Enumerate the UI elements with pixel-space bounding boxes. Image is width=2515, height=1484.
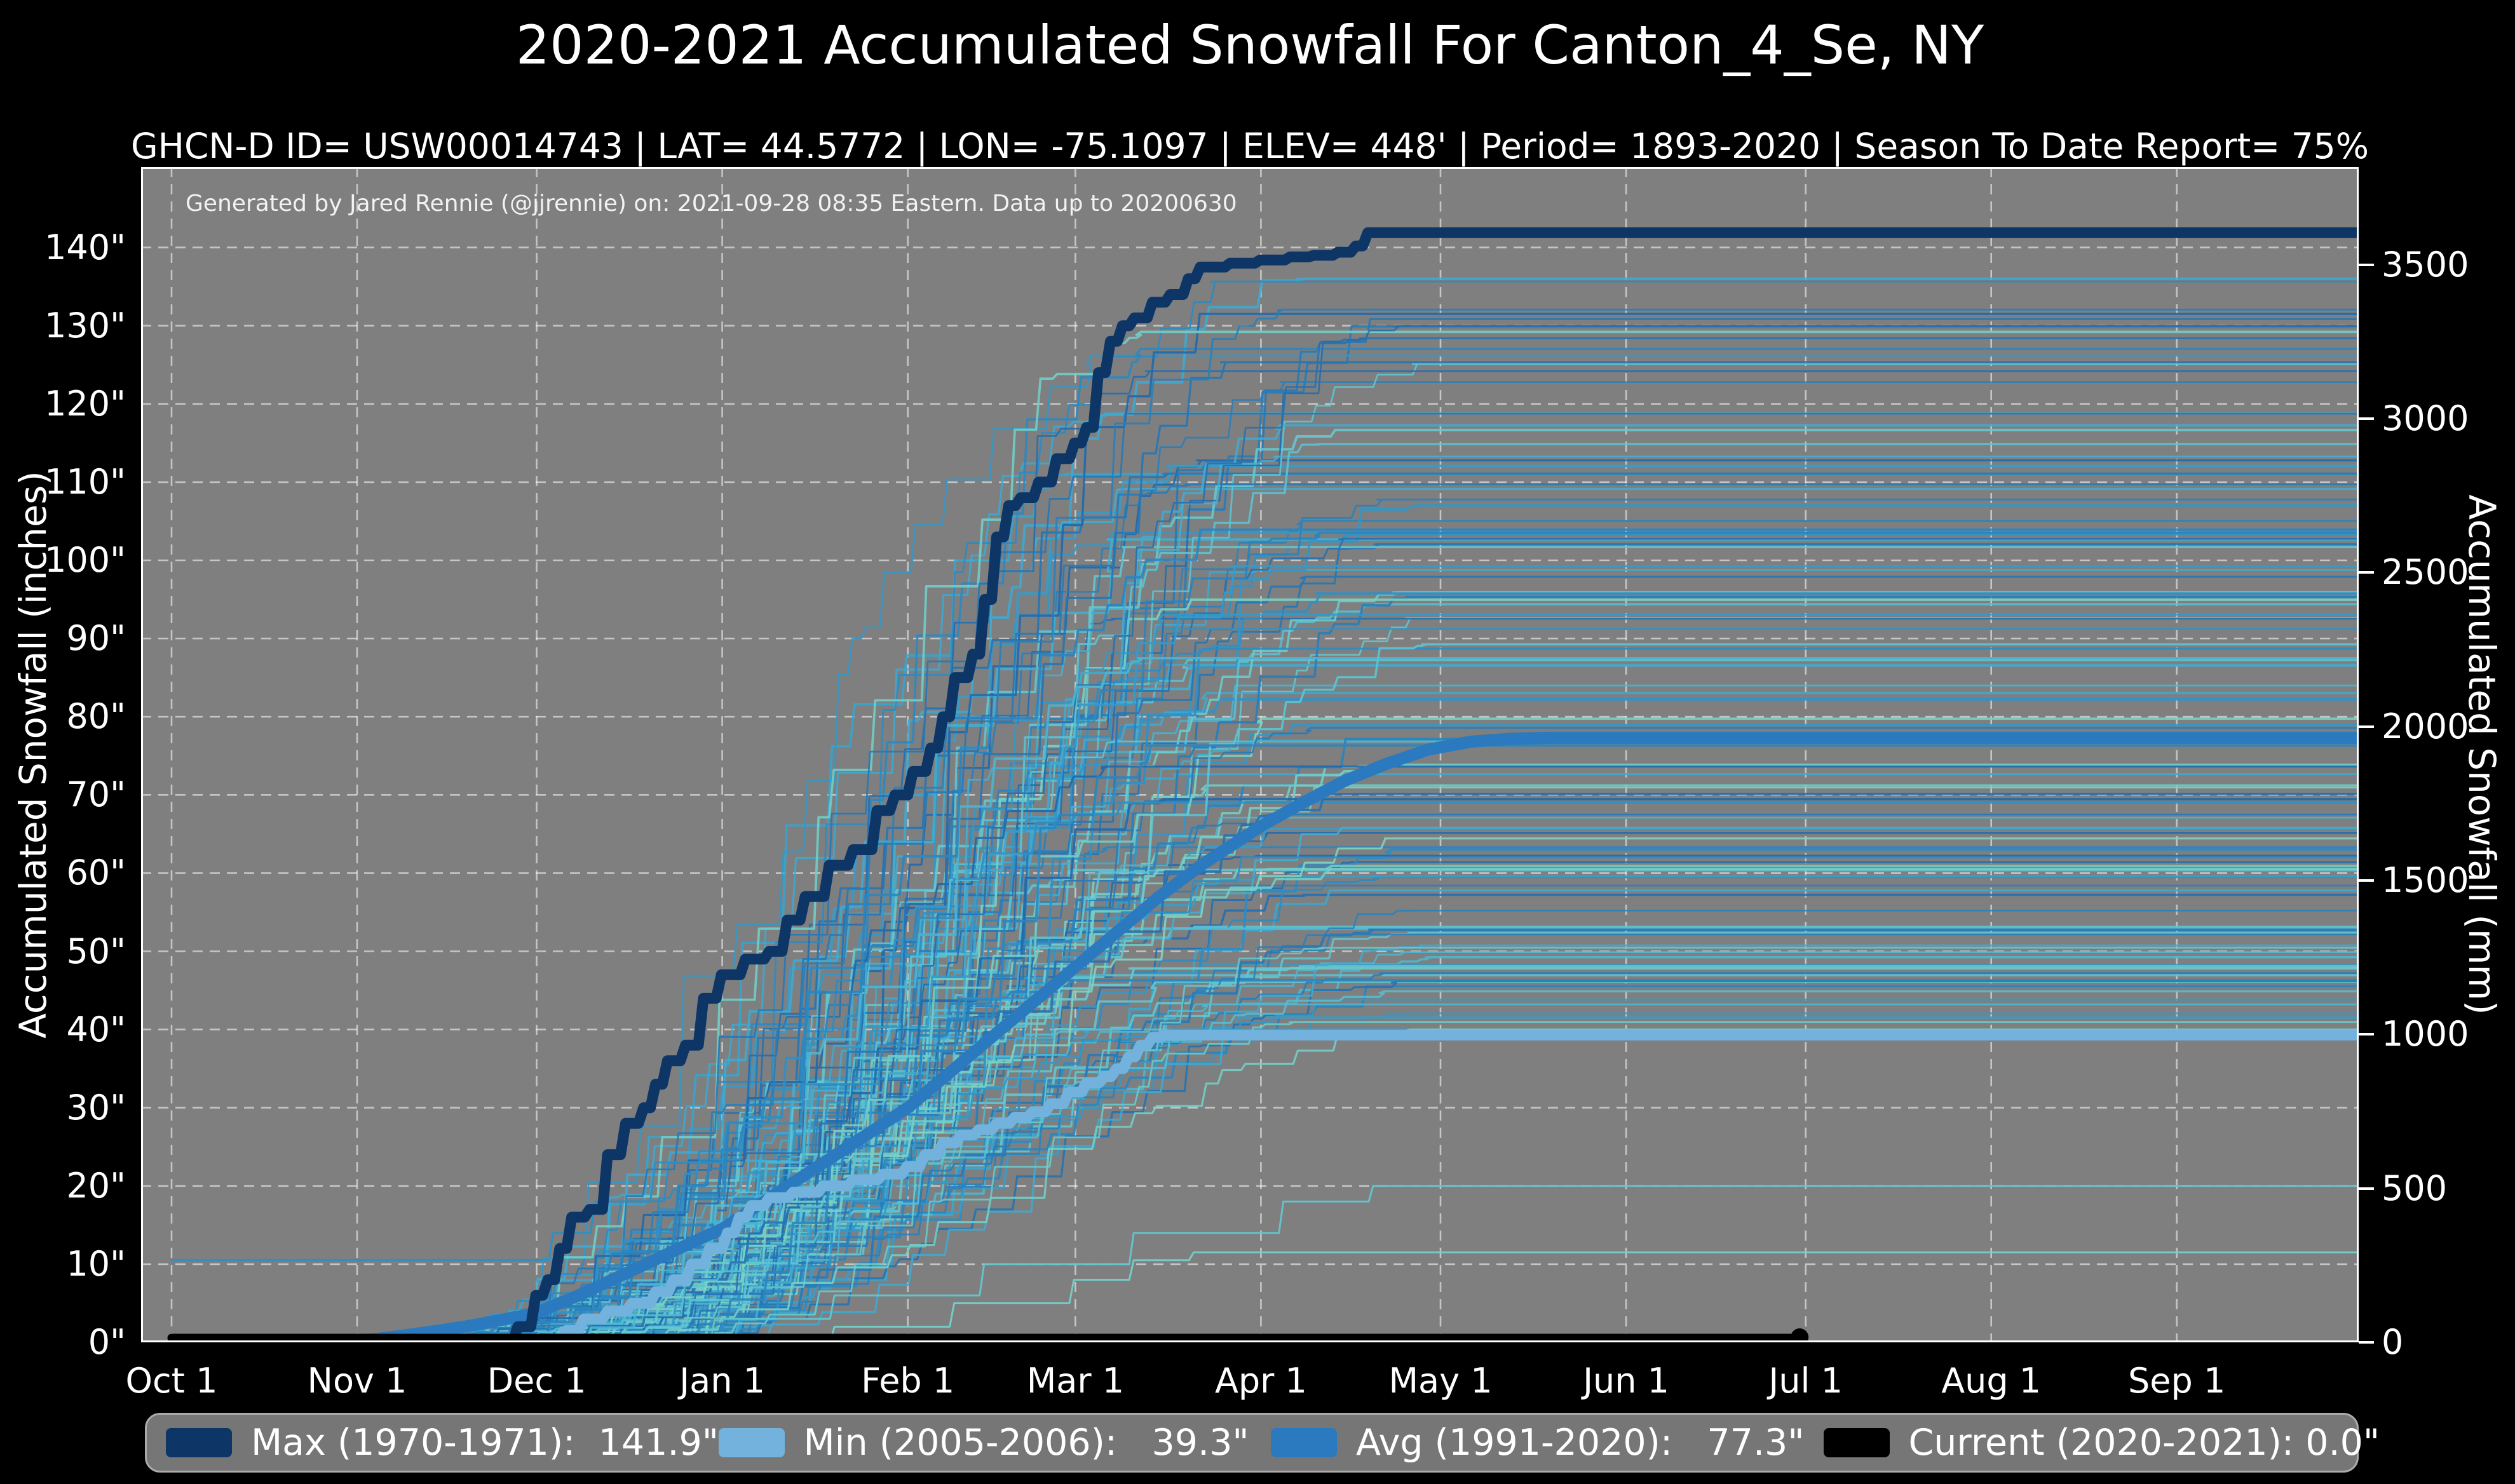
snowfall-plot-area: [141, 167, 2359, 1342]
y-tickmark-mm: [2359, 725, 2374, 728]
legend-label-max: Max (1970-1971): 141.9": [251, 1422, 719, 1464]
y-tickmark-mm: [2359, 1341, 2374, 1344]
y-tick-label-inches: 110": [44, 461, 126, 502]
historical-year-line-special: [739, 1251, 2359, 1342]
legend-item-avg: Avg (1991-2020): 77.3": [1252, 1422, 1805, 1464]
y-tickmark-mm: [2359, 1033, 2374, 1036]
plot-background: [141, 167, 2359, 1342]
legend-swatch-current: [1823, 1428, 1890, 1457]
y-tick-label-mm: 1000: [2382, 1014, 2469, 1055]
series-line-avg: [333, 731, 2359, 1342]
legend-label-avg: Avg (1991-2020): 77.3": [1356, 1422, 1805, 1464]
y-tick-label-inches: 60": [66, 853, 126, 893]
y-tick-label-inches: 120": [44, 383, 126, 424]
y-tickmark-mm: [2359, 417, 2374, 421]
legend-swatch-avg: [1271, 1428, 1337, 1457]
x-tick-label: Feb 1: [861, 1361, 955, 1401]
x-tick-label: Mar 1: [1026, 1361, 1125, 1401]
y-tick-label-inches: 20": [66, 1165, 126, 1206]
x-tick-label: Dec 1: [487, 1361, 586, 1401]
y-tick-label-inches: 140": [44, 227, 126, 267]
x-tick-label: Nov 1: [307, 1361, 407, 1401]
x-tick-label: May 1: [1388, 1361, 1493, 1401]
x-tick-label: Apr 1: [1214, 1361, 1307, 1401]
y-tickmark-mm: [2359, 879, 2374, 882]
legend-item-min: Min (2005-2006): 39.3": [700, 1422, 1252, 1464]
y-tick-label-mm: 3000: [2382, 398, 2469, 439]
chart-subtitle: GHCN-D ID= USW00014743 | LAT= 44.5772 | …: [131, 126, 2369, 166]
chart-title: 2020-2021 Accumulated Snowfall For Canto…: [515, 14, 1984, 76]
legend-label-current: Current (2020-2021): 0.0": [1908, 1422, 2380, 1464]
y-tick-label-inches: 80": [66, 696, 126, 737]
historical-year-line-special: [589, 1185, 2359, 1342]
series-line-max: [495, 227, 2359, 1342]
x-tick-label: Jul 1: [1768, 1361, 1843, 1401]
y-tick-label-inches: 90": [66, 618, 126, 659]
y-tick-label-inches: 0": [88, 1322, 126, 1362]
y-tick-label-inches: 70": [66, 774, 126, 815]
x-tick-label: Oct 1: [125, 1361, 218, 1401]
x-tick-label: Jun 1: [1583, 1361, 1669, 1401]
y-tickmark-mm: [2359, 263, 2374, 266]
legend-label-min: Min (2005-2006): 39.3": [803, 1422, 1249, 1464]
legend: Max (1970-1971): 141.9" Min (2005-2006):…: [145, 1413, 2380, 1473]
y-tick-label-inches: 40": [66, 1009, 126, 1049]
historical-year-lines: [170, 277, 2359, 1342]
legend-swatch-max: [166, 1428, 232, 1457]
y-tickmark-mm: [2359, 1187, 2374, 1190]
current-series-end-dot: [1791, 1328, 1809, 1342]
generated-by-annotation: Generated by Jared Rennie (@jjrennie) on…: [186, 191, 1237, 217]
y-tick-label-inches: 50": [66, 931, 126, 971]
y-tick-label-mm: 2500: [2382, 552, 2469, 593]
y-tick-label-inches: 30": [66, 1087, 126, 1128]
legend-item-max: Max (1970-1971): 141.9": [147, 1422, 719, 1464]
historical-year-line-special: [170, 856, 2359, 1262]
y-tick-label-inches: 130": [44, 305, 126, 346]
legend-item-current: Current (2020-2021): 0.0": [1805, 1422, 2380, 1464]
y-tick-label-mm: 500: [2382, 1168, 2448, 1208]
y-tickmark-mm: [2359, 571, 2374, 574]
y-tick-label-mm: 2000: [2382, 706, 2469, 746]
y-tick-label-mm: 0: [2382, 1322, 2404, 1362]
y-tick-label-mm: 1500: [2382, 860, 2469, 901]
plot-spines: [141, 167, 2359, 1342]
x-tick-label: Sep 1: [2128, 1361, 2226, 1401]
y-tick-label-mm: 3500: [2382, 244, 2469, 285]
legend-swatch-min: [718, 1428, 785, 1457]
y-tick-label-inches: 10": [66, 1243, 126, 1284]
x-tick-label: Jan 1: [679, 1361, 766, 1401]
y-tick-label-inches: 100": [44, 540, 126, 580]
x-tick-label: Aug 1: [1941, 1361, 2042, 1401]
series-line-min: [543, 1029, 2359, 1342]
